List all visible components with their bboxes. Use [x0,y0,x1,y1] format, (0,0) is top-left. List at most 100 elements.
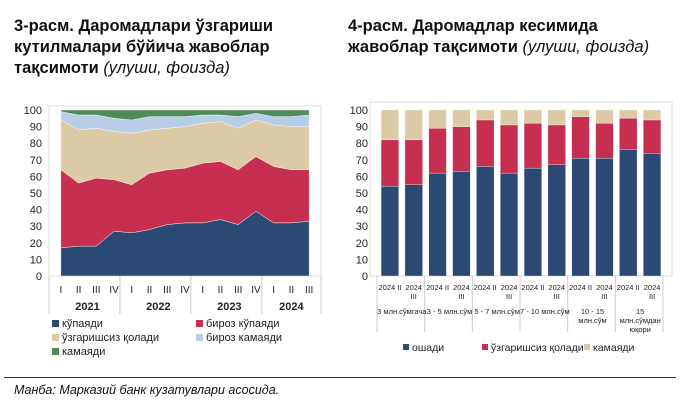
right-bar-segment [547,124,566,165]
left-legend-swatch [52,348,59,355]
right-group-label: млн.сўмдан [620,316,661,325]
left-xtick: III [92,285,100,296]
right-xtick: 2024 II [569,283,592,292]
right-xtick-suffix: III [506,292,512,301]
right-ytick: 40 [356,205,368,217]
right-bar-segment [619,109,638,119]
right-bar-segment [380,139,399,187]
right-bar-segment [619,118,638,150]
right-bar-segment [500,109,519,126]
left-xtick: II [76,285,82,296]
right-bar-segment [643,109,662,121]
left-year-label: 2021 [75,301,99,313]
left-xtick: II [218,285,224,296]
left-xtick: II [147,285,153,296]
right-bar-segment [571,109,590,117]
right-ytick: 10 [356,254,368,266]
right-ytick: 60 [356,171,368,183]
left-xtick: III [305,285,313,296]
right-title-text: 4-расм. Даромадлар кесимида жавоблар тақ… [348,17,598,56]
right-bar-segment [643,153,662,277]
right-bar-segment [523,167,542,277]
right-bar-segment [452,126,471,172]
left-legend-swatch [196,320,203,327]
right-bar-segment [404,184,423,277]
right-bar-segment [595,109,614,124]
right-legend-label: ўзгаришсиз қолади [491,342,584,354]
right-chart-title: 4-расм. Даромадлар кесимида жавоблар тақ… [348,16,678,58]
left-xtick: II [289,285,295,296]
right-xtick: 2024 [453,283,470,292]
right-bar-segment [500,172,519,277]
left-legend-label: кўпаяди [62,318,103,330]
right-bar-segment [547,164,566,277]
right-bar-segment [380,109,399,141]
right-legend-swatch [482,344,488,350]
left-xtick: I [201,285,204,296]
right-bar-segment [452,109,471,127]
right-bar-segment [523,123,542,169]
left-xtick: I [272,285,275,296]
right-xtick: 2024 [548,283,565,292]
left-ytick: 10 [30,254,42,266]
left-ytick: 70 [30,155,42,167]
left-year-label: 2023 [217,301,241,313]
left-ytick: 20 [30,238,42,250]
right-bar-segment [595,123,614,159]
right-xtick: 2024 [405,283,422,292]
right-bar-segment [619,149,638,277]
right-ytick: 100 [350,105,368,117]
left-ytick: 60 [30,171,42,183]
right-bar-segment [380,186,399,277]
left-area-5 [60,109,310,121]
right-subtitle: (улуши, фоизда) [522,38,650,56]
right-xtick-suffix: III [554,292,560,301]
right-ytick: 90 [356,122,368,134]
right-xtick-suffix: III [649,292,655,301]
right-ytick: 20 [356,238,368,250]
right-group-label: 10 - 15 [581,307,604,316]
right-xtick: 2024 II [378,283,401,292]
left-legend-label: бироз камаяди [206,332,282,344]
right-xtick: 2024 II [521,283,544,292]
right-bar-segment [523,109,542,124]
right-bar-segment [404,139,423,185]
left-ytick: 80 [30,138,42,150]
left-legend-label: ўзгаришсиз қолади [62,332,159,344]
right-bar-segment [595,157,614,277]
source-note: Манба: Марказий банк кузатувлари асосида… [14,383,280,397]
left-ytick: 100 [24,105,42,117]
left-ytick: 40 [30,205,42,217]
left-ytick: 30 [30,221,42,233]
right-bar-segment [571,157,590,277]
left-xtick: IV [251,285,261,296]
right-bar-segment [428,109,447,129]
left-legend-label: камаяди [62,346,105,358]
left-xtick: I [59,285,62,296]
right-bar-segment [571,116,590,159]
left-legend-swatch [196,334,203,341]
right-xtick-suffix: III [601,292,607,301]
right-legend-swatch [584,344,590,350]
right-bar-segment [452,171,471,277]
right-group-label: 7 - 10 млн.сўм [520,307,570,316]
right-bar-segment [428,128,447,174]
right-legend-label: ошади [412,342,444,354]
right-xtick: 2024 [644,283,661,292]
left-year-label: 2024 [279,301,304,313]
left-ytick: 90 [30,122,42,134]
right-ytick: 0 [362,271,368,283]
right-ytick: 80 [356,138,368,150]
right-xtick: 2024 [501,283,518,292]
left-legend-label: бироз кўпаяди [206,318,280,330]
right-bar-segment [476,119,495,167]
left-xtick: I [130,285,133,296]
right-xtick-suffix: III [411,292,417,301]
right-group-label: 3 - 5 млн.сўм [427,307,473,316]
right-xtick: 2024 [596,283,613,292]
right-ytick: 30 [356,221,368,233]
left-chart-title: 3-расм. Даромадлари ўзгариши кутилмалари… [14,16,334,79]
left-title-text: 3-расм. Даромадлари ўзгариши кутилмалари… [14,17,273,77]
left-xtick: III [163,285,171,296]
